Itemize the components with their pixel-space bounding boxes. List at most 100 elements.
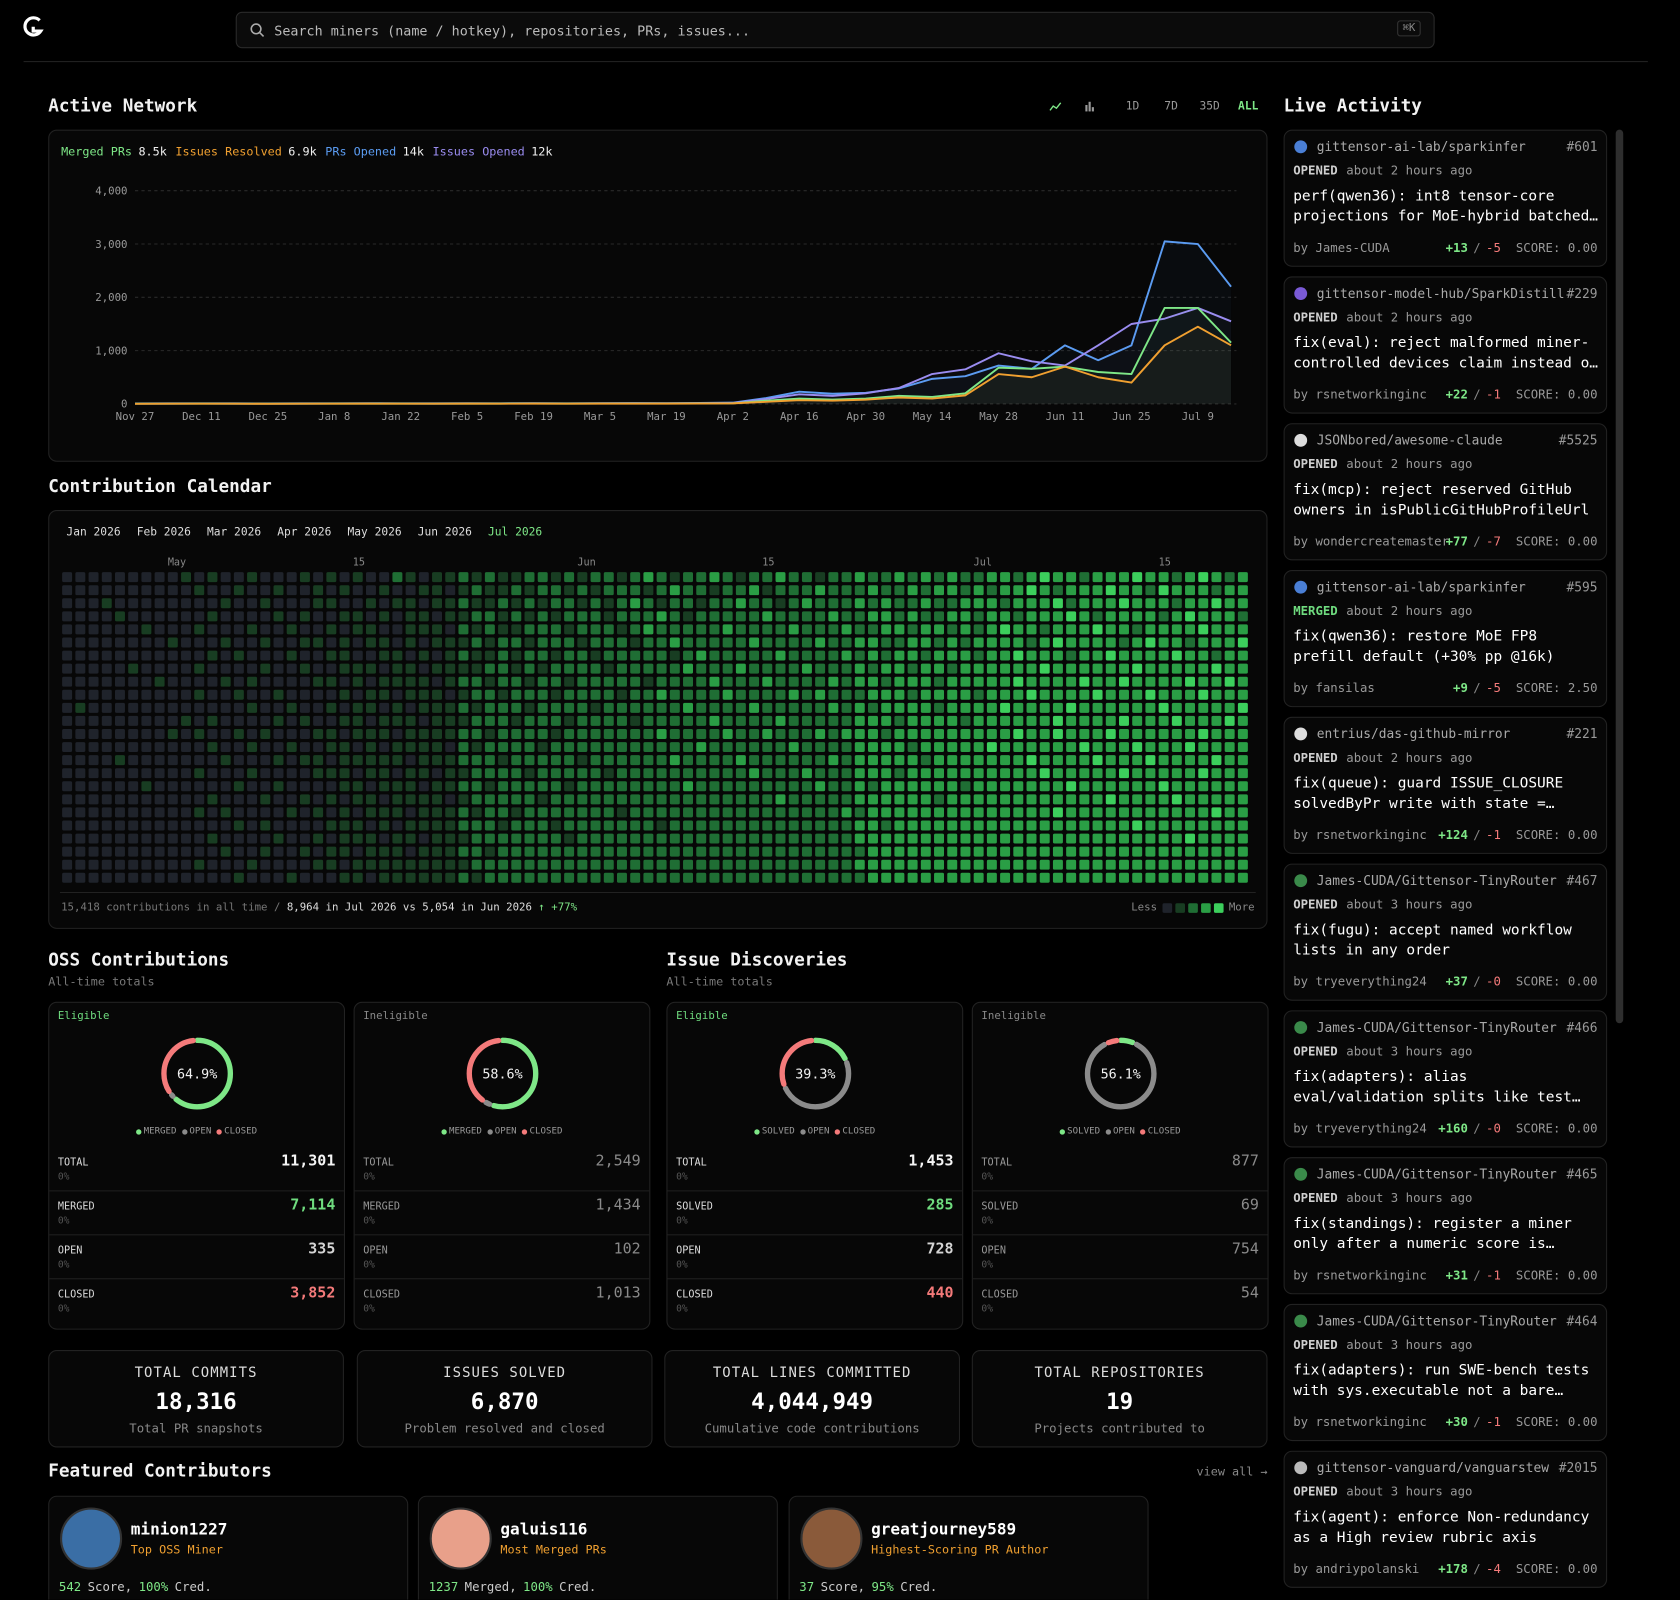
search-box[interactable]: Search miners (name / hotkey), repositor… <box>235 11 1435 49</box>
heat-cell <box>181 846 192 857</box>
heat-cell <box>775 833 786 844</box>
activity-card[interactable]: gittensor-model-hub/SparkDistill #229 OPEN… <box>1283 276 1608 414</box>
activity-card[interactable]: gittensor-vanguard/vanguarstew #2015 OPENE… <box>1283 1450 1608 1588</box>
heat-cell <box>947 611 958 622</box>
heat-cell <box>286 572 297 583</box>
month-tab[interactable]: Jan 2026 <box>66 526 121 539</box>
chart-mode-icons[interactable] <box>1048 99 1102 114</box>
month-tab[interactable]: Jun 2026 <box>417 526 472 539</box>
activity-card[interactable]: James-CUDA/Gittensor-TinyRouter #465 OPENE… <box>1283 1157 1608 1295</box>
heat-cell <box>867 794 878 805</box>
heat-cell <box>233 715 244 726</box>
heat-cell <box>1079 729 1090 739</box>
legend-swatch <box>1213 903 1224 913</box>
heat-cell <box>114 781 125 792</box>
heat-cell <box>1185 846 1196 857</box>
heat-cell <box>1145 611 1156 622</box>
heat-cell <box>630 755 641 766</box>
month-tab[interactable]: Mar 2026 <box>206 526 262 539</box>
heat-cell <box>418 598 429 609</box>
heat-cell <box>656 742 667 753</box>
heat-cell <box>828 729 839 739</box>
heat-cell <box>643 742 654 753</box>
heat-cell <box>577 585 588 596</box>
view-all-link[interactable]: view all → <box>1196 1464 1268 1479</box>
range-button[interactable]: ALL <box>1238 99 1259 113</box>
month-tab[interactable]: Jul 2026 <box>488 526 543 539</box>
heat-cell <box>326 624 337 635</box>
month-tab[interactable]: Feb 2026 <box>136 526 191 539</box>
heat-cell <box>1026 768 1037 779</box>
contributor-name: minion1227 <box>130 1519 228 1539</box>
scrollbar[interactable] <box>1615 129 1624 1024</box>
heat-cell <box>1185 598 1196 609</box>
month-tab[interactable]: Apr 2026 <box>277 526 332 539</box>
heat-cell <box>339 846 350 857</box>
activity-card[interactable]: gittensor-ai-lab/sparkinfer #601 OPENED abo… <box>1283 129 1608 267</box>
heat-cell <box>1039 755 1050 766</box>
range-button[interactable]: 1D <box>1125 99 1140 113</box>
heat-cell <box>867 624 878 635</box>
heat-cell <box>577 781 588 792</box>
heat-cell <box>299 611 310 622</box>
heat-cell <box>577 846 588 857</box>
heat-cell <box>498 572 509 583</box>
heat-cell <box>194 872 205 883</box>
logo[interactable] <box>21 15 45 39</box>
heat-cell <box>722 846 733 857</box>
heat-cell <box>947 650 958 661</box>
heat-cell <box>630 598 641 609</box>
heat-cell <box>432 768 443 779</box>
legend-swatch <box>1175 903 1185 913</box>
contributor-card[interactable]: minion1227 Top OSS Miner 542 Score, 100% Cred… <box>48 1495 409 1600</box>
range-button[interactable]: 7D <box>1164 99 1178 113</box>
heat-cell <box>630 859 641 870</box>
contributor-card[interactable]: greatjourney589 Highest-Scoring PR Author… <box>788 1495 1149 1600</box>
heat-cell <box>141 637 152 648</box>
heat-cell <box>194 611 205 622</box>
heat-cell <box>88 781 99 792</box>
heat-cell <box>788 611 799 622</box>
activity-card[interactable]: entrius/das-github-mirror #221 OPENED about… <box>1283 716 1608 854</box>
heat-cell <box>260 729 271 739</box>
repo-icon <box>1294 1021 1308 1034</box>
heat-cell <box>392 637 403 648</box>
heat-cell <box>1105 755 1116 766</box>
legend-dot <box>1059 1128 1066 1135</box>
heat-cell <box>484 729 495 739</box>
time: about 2 hours ago <box>1346 750 1473 766</box>
heat-cell <box>801 742 812 753</box>
stat-row: TOTAL 0% 11,301 <box>49 1146 344 1192</box>
row-percent: 0% <box>676 1303 688 1315</box>
heat-cell <box>1066 742 1077 753</box>
heat-cell <box>960 598 971 609</box>
author: by tryeverything24 <box>1293 1120 1427 1136</box>
heat-cell <box>683 585 694 596</box>
activity-card[interactable]: James-CUDA/Gittensor-TinyRouter #466 OPENE… <box>1283 1010 1608 1148</box>
legend-label: MERGED <box>448 1126 482 1137</box>
heat-cell <box>220 572 231 583</box>
activity-card[interactable]: James-CUDA/Gittensor-TinyRouter #467 OPENE… <box>1283 863 1608 1001</box>
heat-cell <box>1211 715 1222 726</box>
heat-cell <box>960 715 971 726</box>
heat-cell <box>762 729 773 739</box>
contributor-card[interactable]: galuis116 Most Merged PRs 1237 Merged, 100% C… <box>417 1495 778 1600</box>
activity-card[interactable]: JSONbored/awesome-claude #5525 OPENED about… <box>1283 423 1608 561</box>
heat-cell <box>1198 676 1209 687</box>
heat-cell <box>762 676 773 687</box>
heat-cell <box>616 859 627 870</box>
heat-cell <box>577 572 588 583</box>
month-tab[interactable]: May 2026 <box>347 526 402 539</box>
heat-cell <box>1039 729 1050 739</box>
range-button[interactable]: 35D <box>1199 99 1220 113</box>
activity-card[interactable]: gittensor-ai-lab/sparkinfer #595 MERGED abo… <box>1283 570 1608 708</box>
legend-dot <box>800 1128 806 1135</box>
activity-card[interactable]: James-CUDA/Gittensor-TinyRouter #464 OPENE… <box>1283 1303 1608 1442</box>
heat-cell <box>101 846 112 857</box>
heat-cell <box>1119 702 1129 713</box>
heat-cell <box>418 742 429 753</box>
heat-cell <box>326 702 337 713</box>
heat-cell <box>233 624 244 635</box>
heat-cell <box>352 572 363 583</box>
stat-row: MERGED 0% 1,434 <box>354 1190 650 1236</box>
